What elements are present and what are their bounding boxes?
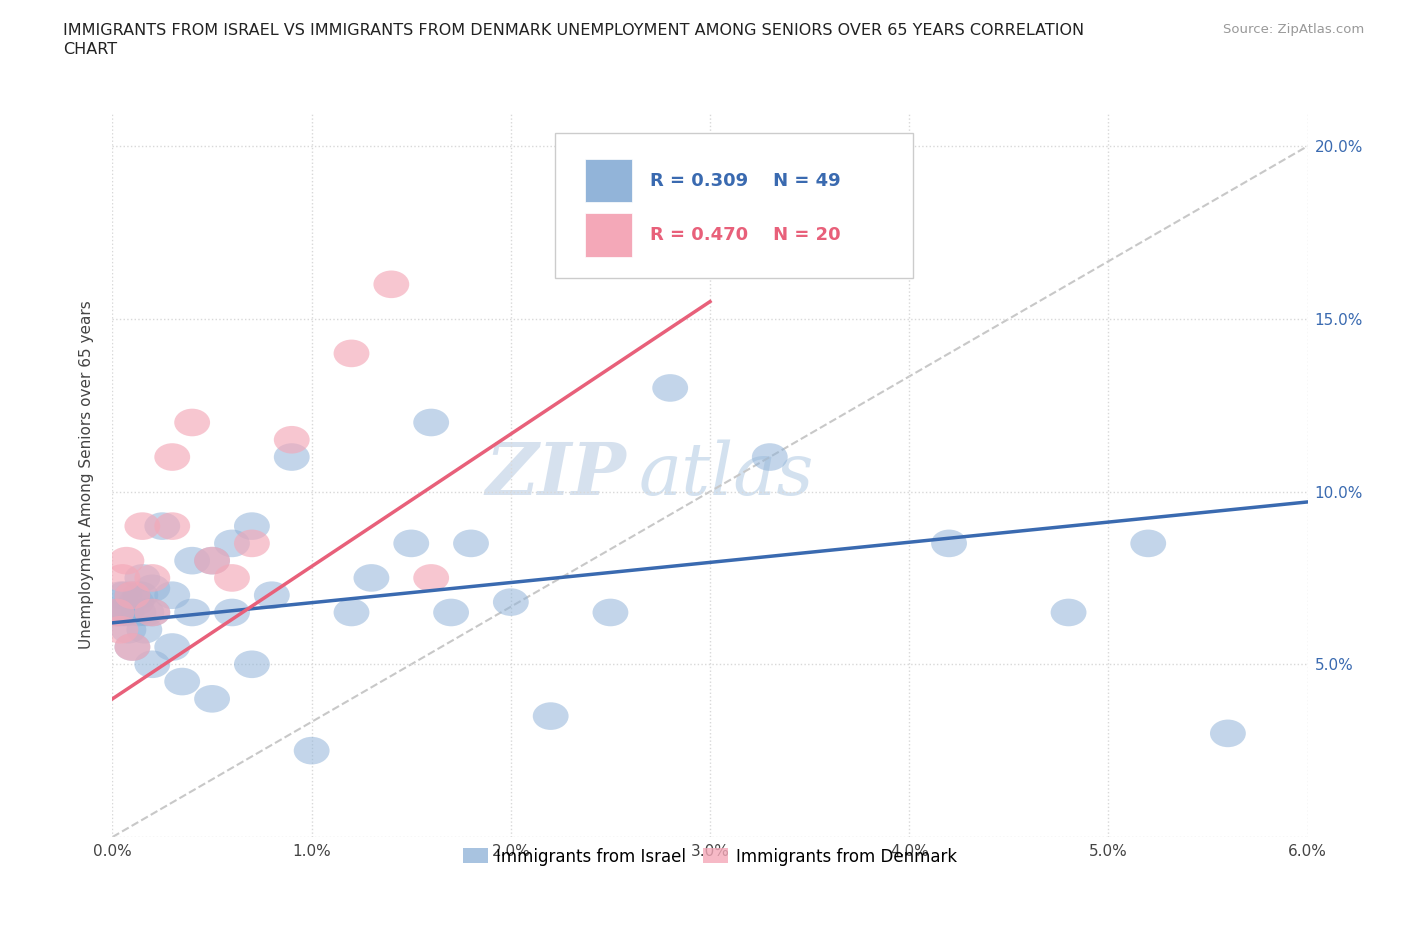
Ellipse shape (752, 444, 787, 471)
Ellipse shape (165, 668, 200, 696)
Ellipse shape (135, 599, 170, 626)
Ellipse shape (114, 581, 150, 609)
Ellipse shape (122, 581, 159, 609)
Ellipse shape (233, 512, 270, 540)
Ellipse shape (433, 599, 470, 626)
Ellipse shape (104, 565, 141, 591)
Ellipse shape (333, 339, 370, 367)
Ellipse shape (274, 426, 309, 454)
Ellipse shape (107, 581, 142, 609)
Ellipse shape (155, 512, 190, 540)
Ellipse shape (155, 633, 190, 661)
Ellipse shape (752, 166, 787, 194)
Ellipse shape (103, 581, 138, 609)
Ellipse shape (374, 271, 409, 299)
FancyBboxPatch shape (585, 159, 633, 203)
Ellipse shape (111, 616, 146, 644)
Text: IMMIGRANTS FROM ISRAEL VS IMMIGRANTS FROM DENMARK UNEMPLOYMENT AMONG SENIORS OVE: IMMIGRANTS FROM ISRAEL VS IMMIGRANTS FRO… (63, 23, 1084, 38)
Ellipse shape (114, 633, 150, 661)
Ellipse shape (214, 565, 250, 591)
Ellipse shape (114, 633, 150, 661)
Text: R = 0.470    N = 20: R = 0.470 N = 20 (651, 226, 841, 244)
Ellipse shape (194, 685, 231, 712)
Ellipse shape (233, 650, 270, 678)
Ellipse shape (125, 565, 160, 591)
Ellipse shape (1211, 720, 1246, 747)
Ellipse shape (453, 529, 489, 557)
Ellipse shape (394, 529, 429, 557)
Text: Source: ZipAtlas.com: Source: ZipAtlas.com (1223, 23, 1364, 36)
Ellipse shape (494, 589, 529, 616)
Ellipse shape (98, 599, 135, 626)
Ellipse shape (128, 599, 165, 626)
Ellipse shape (114, 581, 150, 609)
Ellipse shape (592, 599, 628, 626)
Text: atlas: atlas (638, 439, 814, 510)
Ellipse shape (194, 547, 231, 575)
Ellipse shape (121, 599, 156, 626)
Ellipse shape (1130, 529, 1166, 557)
Text: ZIP: ZIP (485, 439, 627, 510)
Ellipse shape (413, 565, 449, 591)
Ellipse shape (214, 529, 250, 557)
Ellipse shape (1050, 599, 1087, 626)
Legend: Immigrants from Israel, Immigrants from Denmark: Immigrants from Israel, Immigrants from … (456, 841, 965, 872)
Ellipse shape (127, 616, 162, 644)
Ellipse shape (108, 599, 145, 626)
Ellipse shape (125, 512, 160, 540)
Ellipse shape (174, 547, 209, 575)
FancyBboxPatch shape (585, 213, 633, 257)
Ellipse shape (214, 599, 250, 626)
Ellipse shape (135, 599, 170, 626)
Ellipse shape (155, 444, 190, 471)
Ellipse shape (233, 529, 270, 557)
Ellipse shape (931, 529, 967, 557)
Ellipse shape (413, 408, 449, 436)
Text: R = 0.309    N = 49: R = 0.309 N = 49 (651, 171, 841, 190)
FancyBboxPatch shape (554, 133, 914, 278)
Ellipse shape (155, 581, 190, 609)
Ellipse shape (103, 616, 138, 644)
Ellipse shape (98, 599, 135, 626)
Ellipse shape (135, 575, 170, 602)
Ellipse shape (194, 547, 231, 575)
Ellipse shape (174, 599, 209, 626)
Ellipse shape (652, 374, 688, 402)
Ellipse shape (333, 599, 370, 626)
Y-axis label: Unemployment Among Seniors over 65 years: Unemployment Among Seniors over 65 years (79, 300, 94, 649)
Ellipse shape (294, 737, 329, 764)
Ellipse shape (174, 408, 209, 436)
Ellipse shape (101, 599, 136, 626)
Ellipse shape (118, 589, 155, 616)
Ellipse shape (533, 702, 568, 730)
Text: CHART: CHART (63, 42, 117, 57)
Ellipse shape (353, 565, 389, 591)
Ellipse shape (254, 581, 290, 609)
Ellipse shape (274, 444, 309, 471)
Ellipse shape (145, 512, 180, 540)
Ellipse shape (135, 565, 170, 591)
Ellipse shape (852, 219, 887, 246)
Ellipse shape (108, 547, 145, 575)
Ellipse shape (104, 599, 141, 626)
Ellipse shape (135, 650, 170, 678)
